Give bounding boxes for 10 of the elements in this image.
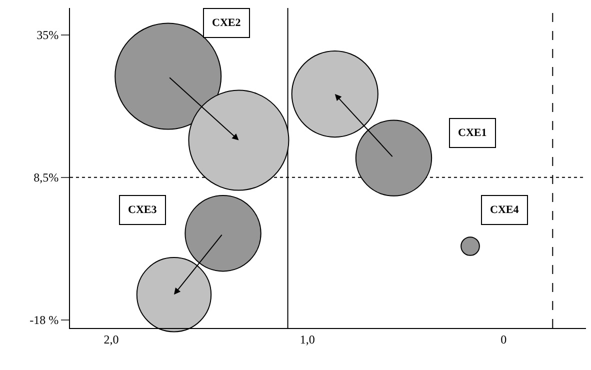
x-tick-label: 2,0 [104,332,119,346]
x-tick-label: 1,0 [300,332,315,346]
y-tick-label: 35% [36,28,59,42]
annotation: CXE2 [212,17,242,29]
annotation: CXE1 [458,127,487,139]
annotation: CXE4 [490,204,520,216]
annotation: CXE3 [128,204,158,216]
x-tick-label: 0 [500,332,507,346]
y-tick-label: 8,5% [34,170,59,185]
y-tick-label: -18 % [30,313,59,328]
